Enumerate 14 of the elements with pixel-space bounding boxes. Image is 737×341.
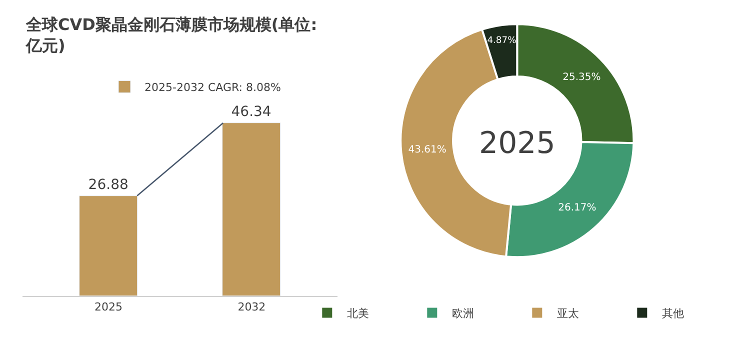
- legend-label: 亚太: [557, 307, 580, 320]
- data-label: 4.87%: [487, 34, 517, 46]
- x-tick-label: 2032: [238, 300, 266, 314]
- data-label: 26.88: [88, 176, 128, 193]
- legend-label: 2025-2032 CAGR: 8.08%: [144, 80, 281, 94]
- legend-label: 欧洲: [452, 307, 474, 320]
- data-label: 43.61%: [408, 144, 446, 156]
- chart-title: 全球CVD聚晶金刚石薄膜市场规模(单位: 亿元): [25, 15, 318, 55]
- data-label: 26.17%: [558, 202, 596, 214]
- legend-label: 北美: [347, 307, 370, 320]
- text: 2025: [478, 126, 556, 162]
- data-label: 46.34: [231, 104, 272, 120]
- legend-label: 其他: [662, 307, 684, 320]
- data-label: 25.35%: [562, 72, 601, 83]
